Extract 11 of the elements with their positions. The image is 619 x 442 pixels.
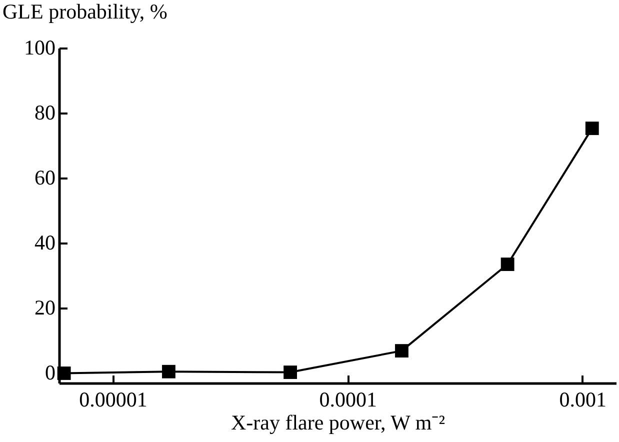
y-tick-label: 40	[34, 230, 56, 255]
y-tick-label: 60	[34, 166, 56, 190]
x-tick-label: 0.0001	[319, 388, 377, 412]
y-tick-label: 80	[34, 100, 56, 125]
y-tick-label: 0	[45, 360, 56, 385]
y-tick-label: 100	[24, 36, 56, 60]
x-axis-title: X-ray flare power, W m⁻²	[230, 410, 446, 434]
x-tick-label: 0.001	[559, 388, 607, 412]
y-tick-label: 20	[34, 296, 56, 320]
x-tick-label: 0.00001	[79, 388, 148, 412]
y-axis-title: GLE probability, %	[2, 0, 168, 24]
